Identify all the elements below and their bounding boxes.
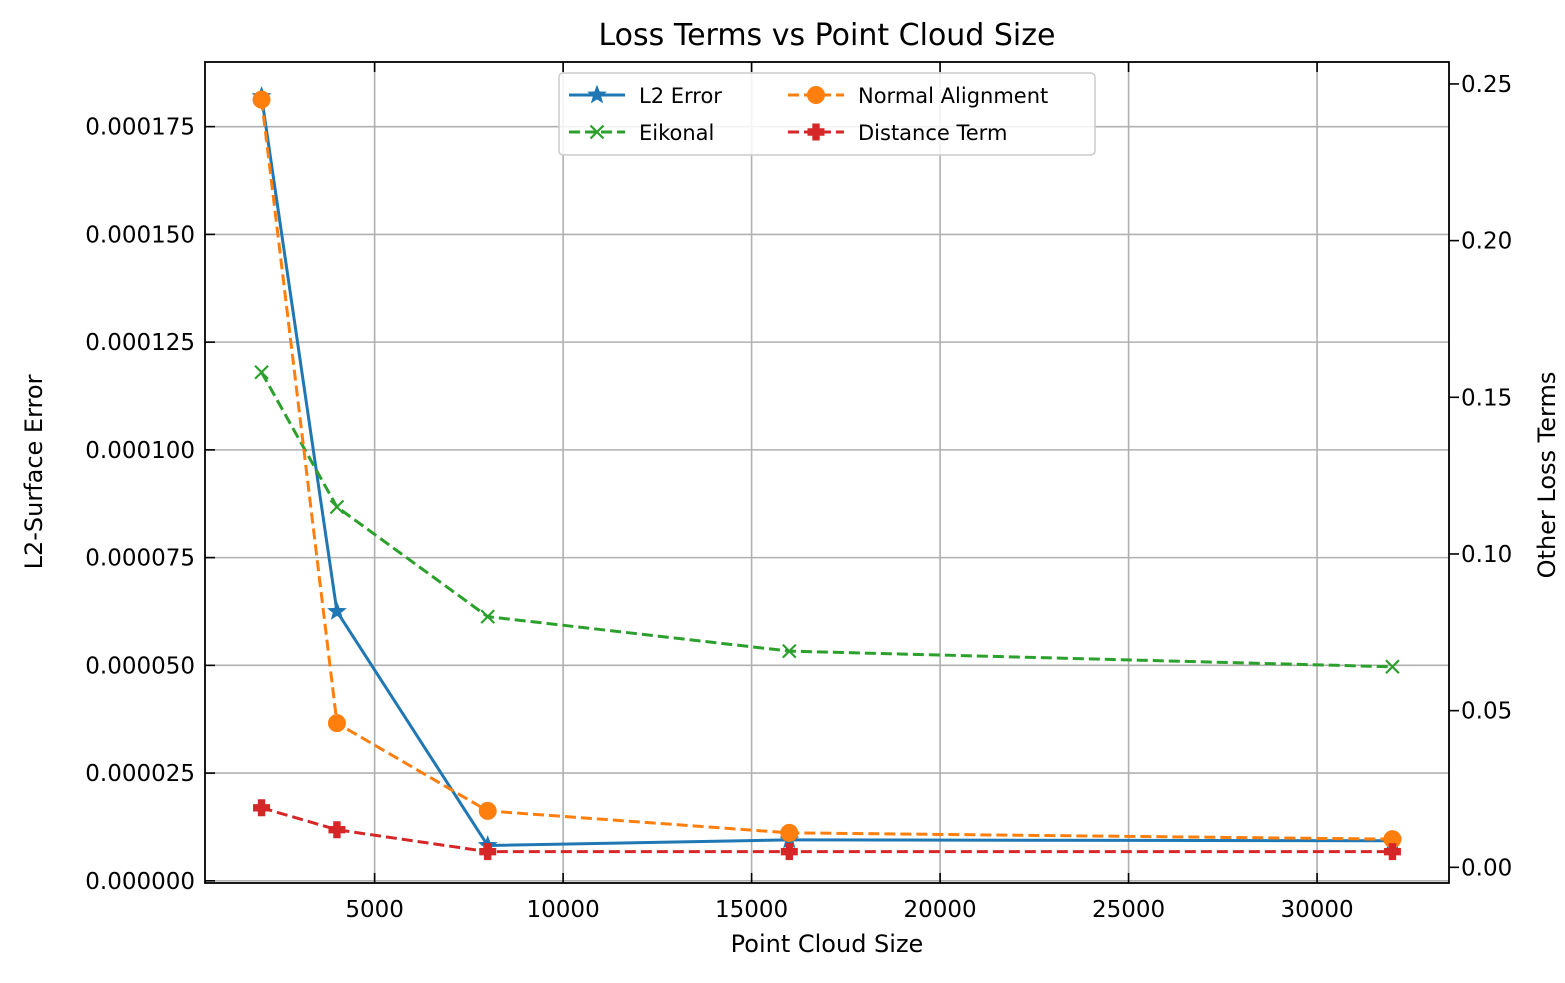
legend-item-eikonal: Eikonal bbox=[569, 121, 714, 145]
legend-label: Normal Alignment bbox=[858, 84, 1048, 108]
legend-label: Distance Term bbox=[858, 121, 1007, 145]
data-point-normal-alignment bbox=[252, 90, 271, 109]
chart-title: Loss Terms vs Point Cloud Size bbox=[599, 18, 1056, 53]
y-right-tick-label: 0.05 bbox=[1461, 699, 1512, 725]
series-eikonal bbox=[254, 364, 1400, 675]
data-point-normal-alignment bbox=[780, 823, 799, 842]
legend-item-normal-alignment: Normal Alignment bbox=[788, 84, 1048, 108]
y-left-tick-label: 0.000050 bbox=[85, 653, 195, 679]
y-left-tick-label: 0.000150 bbox=[85, 222, 195, 248]
x-tick-label: 10000 bbox=[527, 897, 600, 923]
y-left-tick-label: 0.000125 bbox=[85, 330, 195, 356]
y-axis-left-label: L2-Surface Error bbox=[20, 374, 48, 569]
legend-label: L2 Error bbox=[639, 84, 722, 108]
legend-marker bbox=[589, 124, 605, 140]
series-layer bbox=[251, 86, 1403, 861]
y-right-tick-label: 0.00 bbox=[1461, 855, 1512, 881]
x-axis-label: Point Cloud Size bbox=[731, 930, 924, 958]
data-point-eikonal bbox=[480, 609, 496, 624]
y-left-tick-label: 0.000025 bbox=[85, 761, 195, 787]
legend-marker bbox=[587, 84, 607, 104]
plot-frame bbox=[204, 61, 1450, 884]
x-tick-label: 5000 bbox=[345, 897, 404, 923]
y-right-tick-label: 0.15 bbox=[1461, 385, 1512, 411]
data-point-distance-term bbox=[1383, 843, 1401, 861]
x-tick-label: 20000 bbox=[904, 897, 977, 923]
series-distance-term bbox=[253, 799, 1401, 861]
axes-layer: 5000 10000 15000 20000 25000 30000 0.000000 0.0… bbox=[85, 62, 1512, 923]
legend-box bbox=[558, 72, 1096, 156]
y-left-tick-label: 0.000000 bbox=[85, 869, 195, 895]
data-point-distance-term bbox=[780, 843, 798, 861]
x-tick-label: 25000 bbox=[1092, 897, 1165, 923]
data-point-l2-error bbox=[327, 601, 347, 620]
x-tick-label: 30000 bbox=[1280, 897, 1353, 923]
y-left-tick-label: 0.000075 bbox=[85, 546, 195, 572]
y-right-tick-label: 0.10 bbox=[1461, 542, 1512, 568]
legend-marker bbox=[807, 86, 825, 104]
data-point-eikonal bbox=[1385, 659, 1400, 675]
data-point-normal-alignment bbox=[327, 714, 346, 733]
y-axis-right-label: Other Loss Terms bbox=[1533, 372, 1561, 579]
y-left-tick-label: 0.000100 bbox=[85, 438, 195, 464]
data-point-eikonal bbox=[782, 643, 797, 659]
x-tick-label: 15000 bbox=[715, 897, 788, 923]
y-left-tick-label: 0.000175 bbox=[85, 115, 195, 141]
y-right-tick-label: 0.20 bbox=[1461, 229, 1512, 255]
data-point-eikonal bbox=[254, 364, 269, 380]
legend-marker bbox=[807, 123, 825, 141]
data-point-normal-alignment bbox=[478, 801, 497, 820]
legend-item-l2-error: L2 Error bbox=[569, 84, 722, 108]
data-point-distance-term bbox=[253, 799, 271, 817]
legend-label: Eikonal bbox=[639, 121, 714, 145]
data-point-eikonal bbox=[329, 499, 345, 515]
data-point-distance-term bbox=[328, 821, 346, 839]
data-point-distance-term bbox=[479, 843, 497, 861]
y-right-tick-label: 0.25 bbox=[1461, 72, 1512, 98]
legend: L2 Error Eikonal Normal Alignment Distance … bbox=[558, 72, 1096, 156]
legend-item-distance-term: Distance Term bbox=[788, 121, 1007, 145]
series-normal-alignment bbox=[252, 90, 1402, 849]
